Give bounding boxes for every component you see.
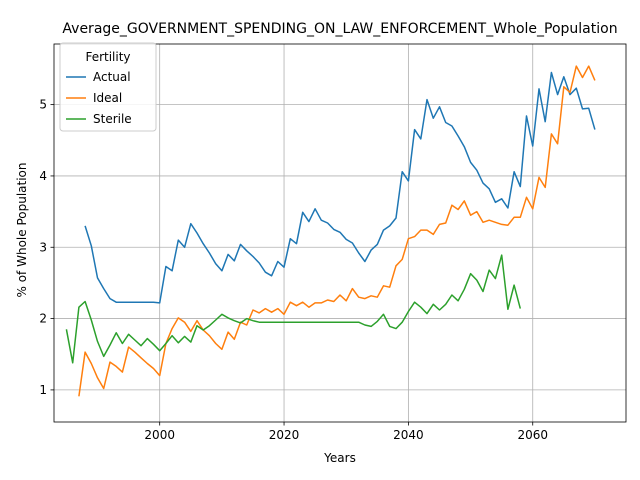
x-tick-label: 2020: [269, 428, 300, 442]
chart-title: Average_GOVERNMENT_SPENDING_ON_LAW_ENFOR…: [62, 21, 617, 37]
y-tick-label: 3: [39, 240, 47, 254]
y-tick-label: 2: [39, 312, 47, 326]
legend-label-sterile: Sterile: [93, 112, 132, 126]
x-axis-label: Years: [323, 451, 356, 465]
legend-title: Fertility: [85, 50, 130, 64]
series-lines: [65, 65, 596, 397]
legend: Fertility Actual Ideal Sterile: [59, 42, 157, 132]
series-line-ideal: [78, 65, 596, 397]
x-axis-ticks: 2000 2020 2040 2060: [144, 422, 548, 442]
y-axis-ticks: 1 2 3 4 5: [39, 98, 54, 397]
y-tick-label: 5: [39, 98, 47, 112]
x-tick-label: 2060: [517, 428, 548, 442]
legend-label-actual: Actual: [93, 70, 131, 84]
x-tick-label: 2040: [393, 428, 424, 442]
legend-label-ideal: Ideal: [93, 91, 122, 105]
axes-frame: [53, 43, 627, 423]
x-tick-label: 2000: [144, 428, 175, 442]
y-axis-label: % of Whole Population: [15, 163, 29, 298]
legend-entries: Actual Ideal Sterile: [66, 70, 132, 126]
series-line-actual: [84, 71, 596, 304]
legend-box: [59, 42, 157, 132]
y-tick-label: 4: [39, 169, 47, 183]
y-tick-label: 1: [39, 383, 47, 397]
series-line-sterile: [65, 254, 522, 364]
